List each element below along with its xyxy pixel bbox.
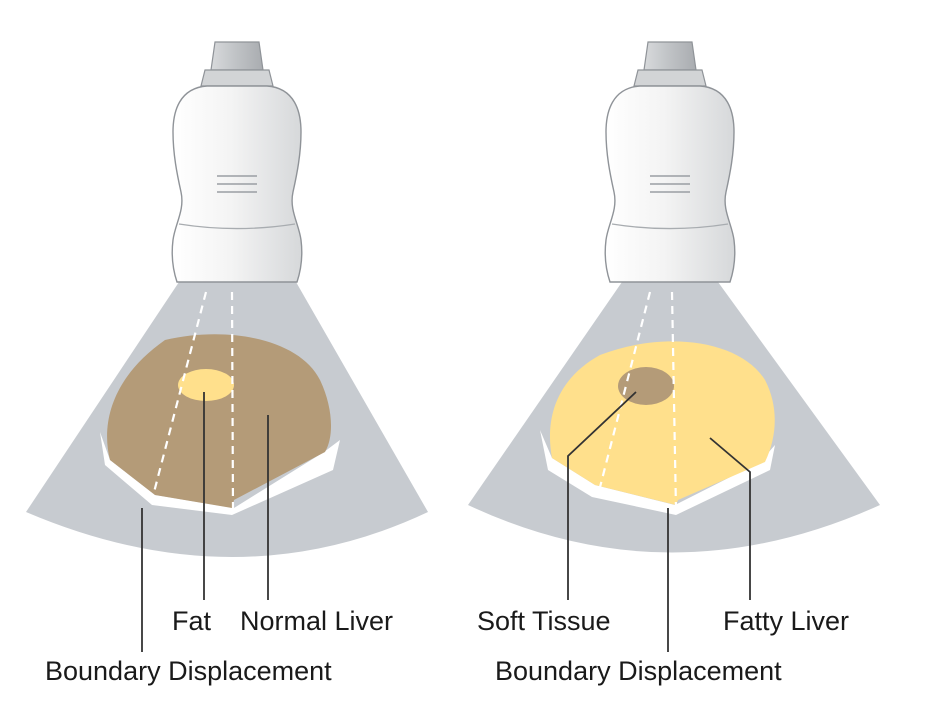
left-normal-liver bbox=[107, 334, 332, 508]
right-liver-leader bbox=[709, 437, 751, 600]
right-soft-tissue-leader bbox=[567, 391, 637, 600]
left-panel: Fat Normal Liver Boundary Displacement bbox=[26, 41, 428, 686]
left-dashed-ray-2 bbox=[230, 291, 235, 513]
right-dashed-ray-1 bbox=[596, 291, 652, 496]
right-organ-label: Fatty Liver bbox=[723, 606, 849, 636]
left-dashed-ray-1 bbox=[150, 291, 208, 501]
right-soft-tissue-inclusion bbox=[618, 367, 674, 405]
left-fat-inclusion bbox=[178, 369, 234, 401]
right-probe bbox=[604, 41, 736, 283]
left-probe bbox=[171, 41, 303, 283]
right-panel: Soft Tissue Fatty Liver Boundary Displac… bbox=[468, 41, 880, 686]
right-soft-tissue-label: Soft Tissue bbox=[477, 606, 611, 636]
right-fatty-liver bbox=[549, 341, 775, 505]
left-organ-label: Normal Liver bbox=[240, 606, 393, 636]
left-boundary-band bbox=[100, 432, 340, 515]
right-boundary-band bbox=[540, 430, 775, 515]
right-boundary-label: Boundary Displacement bbox=[495, 656, 782, 686]
left-boundary-label: Boundary Displacement bbox=[45, 656, 332, 686]
left-fat-label: Fat bbox=[172, 606, 212, 636]
